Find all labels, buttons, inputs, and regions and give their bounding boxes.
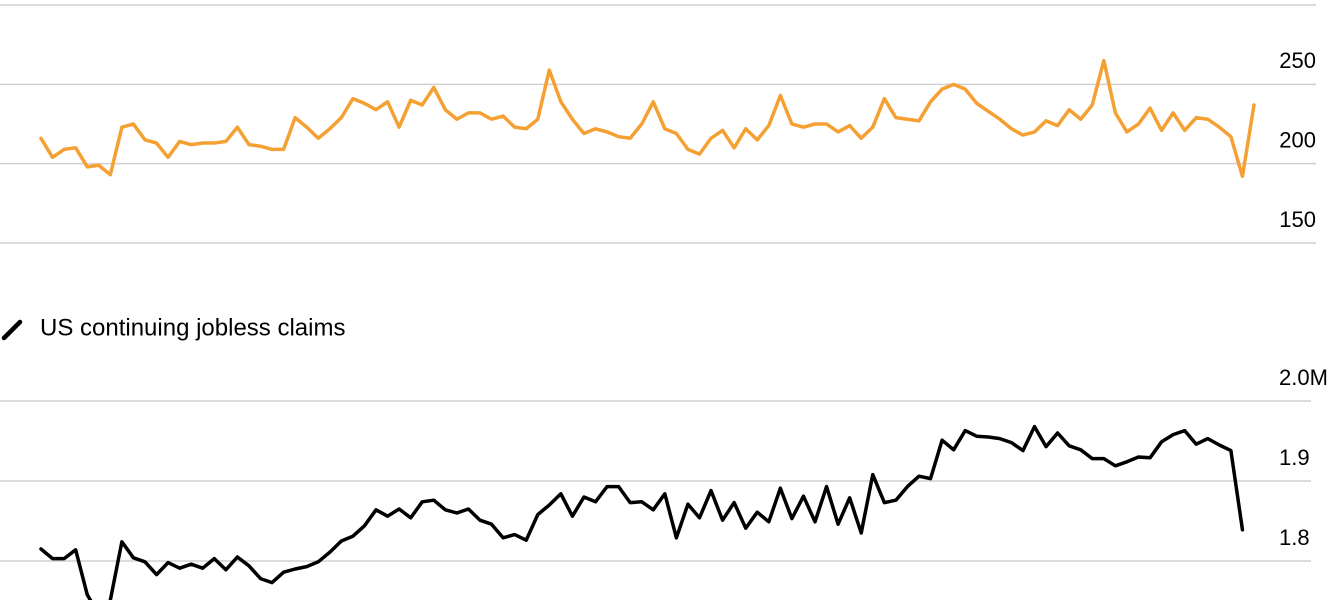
- y-tick-label: 200: [1279, 127, 1316, 152]
- y-tick-label: 2.0M: [1279, 365, 1328, 390]
- data-line: [39, 58, 1256, 179]
- y-tick-label: 1.8: [1279, 525, 1310, 550]
- legend-swatch: [1, 319, 23, 341]
- y-tick-label: 1.9: [1279, 445, 1310, 470]
- data-line: [39, 424, 1245, 600]
- y-tick-label: 150: [1279, 207, 1316, 232]
- legend-label: US continuing jobless claims: [40, 314, 345, 341]
- y-tick-label: 250: [1279, 48, 1316, 73]
